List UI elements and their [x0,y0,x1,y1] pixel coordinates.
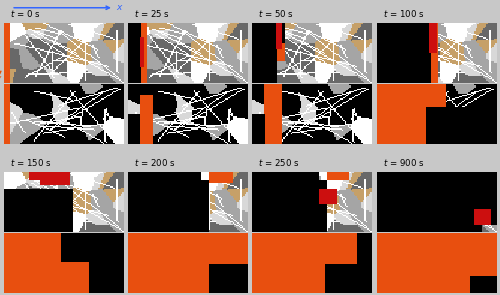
Text: $\it{t}$ = 250 s: $\it{t}$ = 250 s [258,157,300,168]
Text: $\it{t}$ = 100 s: $\it{t}$ = 100 s [382,8,424,19]
Text: $\it{t}$ = 900 s: $\it{t}$ = 900 s [382,157,424,168]
Text: $\it{x}$: $\it{x}$ [116,3,124,12]
Text: $\it{t}$ = 25 s: $\it{t}$ = 25 s [134,8,170,19]
Text: $\it{y}$: $\it{y}$ [0,74,3,86]
Text: $\it{t}$ = 200 s: $\it{t}$ = 200 s [134,157,175,168]
Text: $\it{t}$ = 150 s: $\it{t}$ = 150 s [10,157,51,168]
Text: $\it{t}$ = 0 s: $\it{t}$ = 0 s [10,8,40,19]
Text: $\it{t}$ = 50 s: $\it{t}$ = 50 s [258,8,294,19]
